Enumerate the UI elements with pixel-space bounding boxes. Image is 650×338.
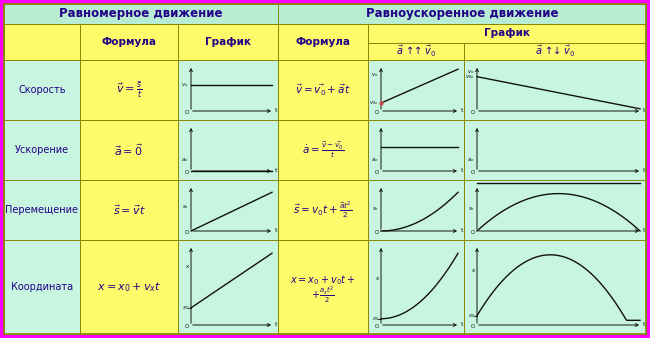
Text: График: График: [205, 37, 251, 47]
Text: $\vec{s} = \vec{v}t$: $\vec{s} = \vec{v}t$: [112, 203, 146, 217]
Bar: [368, 60, 464, 120]
Text: $\vec{v} = \vec{v_0} + \vec{a}t$: $\vec{v} = \vec{v_0} + \vec{a}t$: [295, 82, 351, 98]
Text: $x_0$: $x_0$: [372, 315, 379, 323]
Text: t: t: [275, 169, 278, 173]
Text: Ускорение: Ускорение: [15, 145, 69, 155]
Text: $a_x$: $a_x$: [467, 156, 475, 164]
Text: O: O: [471, 110, 475, 115]
Bar: [4, 4, 278, 24]
Text: Перемещение: Перемещение: [5, 205, 79, 215]
Text: Формула: Формула: [101, 37, 157, 47]
Text: $\vec{a}$ ↑↓ $\vec{v}_0$: $\vec{a}$ ↑↓ $\vec{v}_0$: [535, 44, 575, 59]
Text: t: t: [461, 108, 463, 114]
Bar: [368, 24, 646, 43]
Text: x: x: [472, 268, 475, 273]
Text: O: O: [185, 110, 189, 115]
Text: O: O: [375, 170, 379, 175]
Text: Равномерное движение: Равномерное движение: [59, 7, 223, 21]
Text: $a_x$: $a_x$: [181, 156, 189, 164]
Bar: [368, 240, 464, 334]
Bar: [368, 180, 464, 240]
Text: $v_x$: $v_x$: [181, 81, 189, 89]
Bar: [464, 43, 646, 60]
Text: $v_x$: $v_x$: [371, 71, 379, 79]
Text: x: x: [376, 276, 379, 281]
Text: t: t: [275, 228, 278, 234]
Text: График: График: [484, 28, 530, 39]
Bar: [278, 240, 368, 334]
Bar: [4, 240, 80, 334]
Text: $+ \frac{a_x t^2}{2}$: $+ \frac{a_x t^2}{2}$: [311, 285, 335, 306]
Bar: [464, 60, 646, 120]
Bar: [4, 24, 80, 60]
Text: $\vec{a}$ ↑↑ $\vec{v}_0$: $\vec{a}$ ↑↑ $\vec{v}_0$: [396, 44, 436, 59]
Text: t: t: [461, 169, 463, 173]
Text: $a_x$: $a_x$: [371, 156, 379, 164]
Bar: [278, 24, 368, 60]
Bar: [464, 120, 646, 180]
Text: t: t: [643, 108, 645, 114]
Bar: [4, 180, 80, 240]
Bar: [80, 60, 178, 120]
Text: t: t: [461, 228, 463, 234]
Text: Координата: Координата: [11, 282, 73, 292]
Text: $s_x$: $s_x$: [372, 205, 379, 213]
Text: O: O: [185, 324, 189, 329]
Text: $\vec{v} = \frac{\vec{s}}{t}$: $\vec{v} = \frac{\vec{s}}{t}$: [116, 80, 142, 100]
Text: $s_x$: $s_x$: [182, 203, 189, 211]
Bar: [464, 180, 646, 240]
Bar: [4, 120, 80, 180]
Bar: [80, 240, 178, 334]
Text: $x = x_0 + v_x t$: $x = x_0 + v_x t$: [97, 280, 161, 294]
Text: Равноускоренное движение: Равноускоренное движение: [366, 7, 558, 21]
Text: O: O: [375, 110, 379, 115]
Bar: [178, 180, 278, 240]
Text: t: t: [275, 322, 278, 328]
Bar: [368, 120, 464, 180]
Text: O: O: [185, 170, 189, 175]
Bar: [178, 60, 278, 120]
Bar: [278, 4, 646, 24]
Text: O: O: [471, 170, 475, 175]
Bar: [464, 240, 646, 334]
Bar: [80, 180, 178, 240]
Text: O: O: [375, 230, 379, 235]
Text: $\dot{a} = \frac{\vec{v} - \vec{v_0}}{t}$: $\dot{a} = \frac{\vec{v} - \vec{v_0}}{t}…: [302, 140, 344, 161]
Bar: [278, 120, 368, 180]
Text: t: t: [643, 322, 645, 328]
Text: $s_x$: $s_x$: [468, 205, 475, 213]
Text: $x_0$: $x_0$: [181, 304, 189, 312]
Bar: [278, 60, 368, 120]
Text: O: O: [375, 324, 379, 329]
Text: O: O: [471, 230, 475, 235]
Text: t: t: [643, 228, 645, 234]
Text: $x = x_0 + v_0 t +$: $x = x_0 + v_0 t +$: [291, 273, 356, 287]
Bar: [80, 120, 178, 180]
Text: t: t: [643, 169, 645, 173]
Text: $\vec{s} = v_0 t + \frac{\vec{a}t^2}{2}$: $\vec{s} = v_0 t + \frac{\vec{a}t^2}{2}$: [293, 200, 353, 220]
Text: Скорость: Скорость: [18, 85, 66, 95]
Text: t: t: [275, 108, 278, 114]
Text: $v_{0x}$: $v_{0x}$: [465, 73, 475, 81]
Bar: [368, 43, 464, 60]
Bar: [178, 120, 278, 180]
Text: $v_x$: $v_x$: [467, 68, 475, 76]
Bar: [4, 60, 80, 120]
Text: Формула: Формула: [296, 37, 350, 47]
Text: O: O: [185, 230, 189, 235]
Text: $x_0$: $x_0$: [467, 312, 475, 320]
Text: x: x: [186, 264, 189, 269]
Text: $\vec{a} = \vec{0}$: $\vec{a} = \vec{0}$: [114, 142, 144, 158]
Text: O: O: [471, 324, 475, 329]
Text: $v_{0x}$: $v_{0x}$: [369, 99, 379, 107]
Text: t: t: [461, 322, 463, 328]
Bar: [278, 180, 368, 240]
Bar: [80, 24, 178, 60]
Bar: [178, 24, 278, 60]
Bar: [178, 240, 278, 334]
